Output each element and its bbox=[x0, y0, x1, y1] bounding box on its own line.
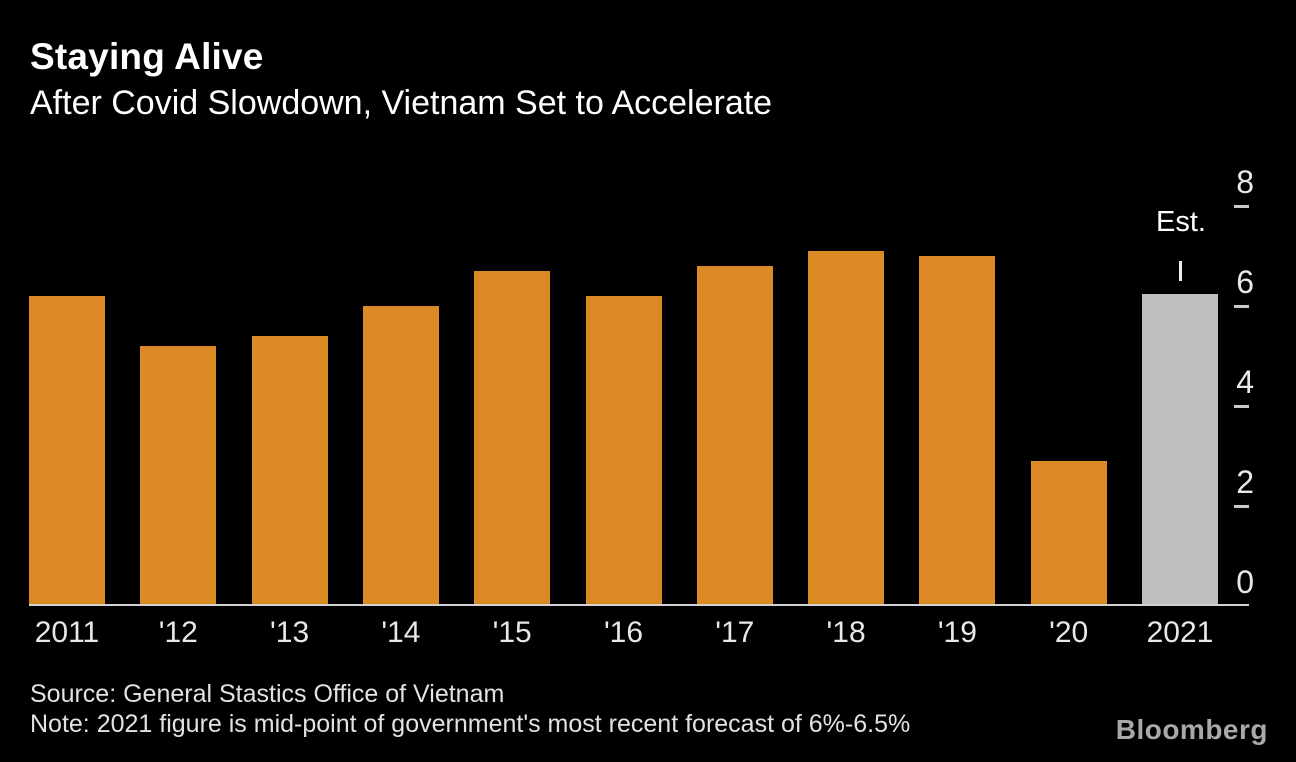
x-axis-label-20: '20 bbox=[1049, 616, 1089, 649]
note-text: Note: 2021 figure is mid-point of govern… bbox=[30, 710, 911, 738]
estimate-tick-mark bbox=[1179, 261, 1182, 281]
source-text: Source: General Stastics Office of Vietn… bbox=[30, 680, 505, 708]
x-axis-label-12: '12 bbox=[158, 616, 198, 649]
y-axis-label-8: 8 bbox=[1236, 164, 1254, 200]
x-axis-label-2011: 2011 bbox=[34, 616, 100, 649]
x-axis-label-15: '15 bbox=[492, 616, 532, 649]
x-axis-label-13: '13 bbox=[270, 616, 310, 649]
x-axis-label-16: '16 bbox=[603, 616, 644, 649]
y-axis-tick-6 bbox=[1234, 305, 1249, 308]
bar-14 bbox=[362, 306, 439, 606]
bar-12 bbox=[140, 346, 217, 606]
bar-13 bbox=[251, 336, 328, 606]
y-axis-tick-2 bbox=[1234, 505, 1249, 508]
y-axis-tick-4 bbox=[1234, 405, 1249, 408]
bar-16 bbox=[585, 296, 662, 606]
chart-title: Staying Alive bbox=[30, 36, 264, 77]
x-axis-line bbox=[29, 604, 1249, 606]
y-axis-label-6: 6 bbox=[1236, 264, 1254, 300]
y-axis-tick-8 bbox=[1234, 205, 1249, 208]
y-axis-label-2: 2 bbox=[1236, 464, 1254, 500]
bar-2011 bbox=[29, 296, 105, 606]
bar-18 bbox=[808, 251, 885, 606]
y-axis-label-4: 4 bbox=[1236, 364, 1254, 400]
bloomberg-logo: Bloomberg bbox=[1115, 714, 1268, 745]
bar-19 bbox=[919, 256, 996, 606]
bar-17 bbox=[696, 266, 773, 606]
bar-15 bbox=[474, 271, 551, 606]
chart-subtitle: After Covid Slowdown, Vietnam Set to Acc… bbox=[30, 84, 773, 122]
bar-2021 bbox=[1142, 293, 1218, 606]
x-axis-label-2021: 2021 bbox=[1146, 616, 1214, 649]
bar-20 bbox=[1030, 461, 1107, 606]
x-axis-label-19: '19 bbox=[937, 616, 977, 649]
x-axis-label-14: '14 bbox=[381, 616, 421, 649]
estimate-label: Est. bbox=[1156, 206, 1206, 238]
x-axis-label-17: '17 bbox=[715, 616, 755, 649]
y-axis-label-0: 0 bbox=[1236, 564, 1254, 600]
x-axis-label-18: '18 bbox=[826, 616, 866, 649]
